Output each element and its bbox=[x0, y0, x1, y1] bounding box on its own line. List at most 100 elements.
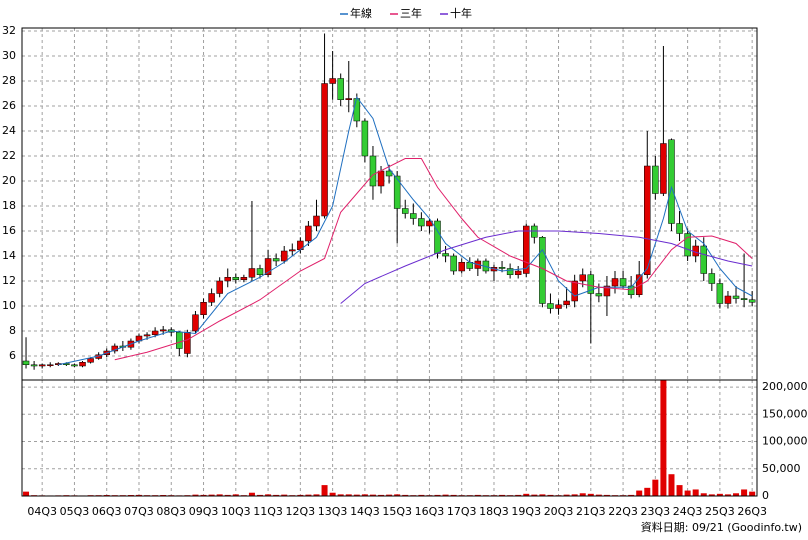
x-tick-label: 10Q3 bbox=[221, 505, 251, 518]
y-tick-label: 20 bbox=[2, 174, 16, 187]
candle-body bbox=[676, 223, 683, 234]
candle-body bbox=[216, 280, 223, 294]
y2-tick-label: 150,000 bbox=[762, 407, 808, 420]
volume-bar bbox=[394, 494, 401, 496]
x-tick-label: 26Q3 bbox=[737, 505, 767, 518]
candle-body bbox=[353, 98, 361, 122]
x-tick-label: 13Q3 bbox=[318, 505, 348, 518]
volume-bar bbox=[563, 494, 570, 496]
candle-body bbox=[603, 285, 611, 297]
x-tick-label: 17Q3 bbox=[447, 505, 477, 518]
candle-body bbox=[71, 364, 78, 367]
candle-body bbox=[684, 233, 691, 257]
x-tick-label: 09Q3 bbox=[189, 505, 219, 518]
volume-bar bbox=[329, 492, 336, 496]
candle-body bbox=[652, 165, 659, 194]
volume-bar bbox=[700, 493, 707, 496]
candle-body bbox=[514, 270, 522, 275]
volume-bar bbox=[386, 494, 393, 496]
candle-body bbox=[531, 225, 538, 238]
volume-bar bbox=[523, 493, 530, 496]
candle-body bbox=[280, 250, 288, 262]
y-tick-label: 32 bbox=[2, 24, 16, 37]
candle-body bbox=[595, 293, 603, 297]
x-tick-label: 08Q3 bbox=[156, 505, 186, 518]
x-tick-label: 07Q3 bbox=[124, 505, 154, 518]
x-tick-label: 23Q3 bbox=[641, 505, 671, 518]
volume-bar bbox=[297, 494, 304, 496]
x-tick-label: 16Q3 bbox=[415, 505, 445, 518]
candle-body bbox=[377, 170, 385, 187]
volume-bar bbox=[369, 494, 376, 496]
y-tick-label: 28 bbox=[2, 74, 16, 87]
candle-body bbox=[184, 332, 191, 354]
legend-label: 年線 bbox=[350, 6, 372, 20]
volume-bar bbox=[724, 494, 731, 496]
y2-tick-label: 50,000 bbox=[762, 462, 801, 475]
volume-bar bbox=[474, 494, 481, 496]
volume-bar bbox=[571, 494, 578, 496]
candle-body bbox=[46, 364, 54, 366]
volume-bar bbox=[660, 380, 667, 496]
volume-bar bbox=[636, 490, 643, 496]
candle-body bbox=[289, 249, 296, 252]
volume-bar bbox=[741, 489, 748, 496]
y-tick-label: 12 bbox=[2, 274, 16, 287]
candle-body bbox=[192, 314, 199, 332]
volume-bar bbox=[692, 489, 699, 496]
candle-body bbox=[587, 274, 595, 294]
candle-body bbox=[385, 170, 393, 177]
candle-body bbox=[87, 358, 94, 363]
volume-bar bbox=[345, 494, 352, 496]
x-tick-label: 22Q3 bbox=[608, 505, 638, 518]
y-tick-label: 10 bbox=[2, 299, 16, 312]
volume-bar bbox=[708, 494, 715, 496]
volume-bar bbox=[337, 494, 344, 496]
candle-body bbox=[329, 78, 336, 84]
volume-bar bbox=[434, 494, 441, 496]
candle-body bbox=[79, 362, 86, 367]
candle-body bbox=[523, 225, 530, 274]
candle-body bbox=[313, 215, 320, 227]
volume-bar bbox=[418, 494, 425, 496]
candle-body bbox=[539, 237, 546, 304]
candle-body bbox=[176, 332, 183, 349]
volume-bar bbox=[676, 485, 683, 496]
volume-bar bbox=[603, 494, 610, 496]
candle-body bbox=[30, 364, 38, 367]
x-tick-label: 12Q3 bbox=[286, 505, 316, 518]
volume-bar bbox=[442, 494, 449, 496]
volume-bar bbox=[208, 494, 215, 496]
candle-body bbox=[563, 300, 570, 305]
ma-line bbox=[340, 230, 753, 304]
volume-bar bbox=[378, 494, 385, 496]
candle-body bbox=[740, 298, 748, 300]
volume-bar bbox=[684, 490, 691, 496]
footnote: 資料日期: 09/21 (Goodinfo.tw) bbox=[641, 520, 802, 534]
candle-body bbox=[224, 277, 231, 282]
x-tick-label: 04Q3 bbox=[27, 505, 57, 518]
candle-body bbox=[256, 268, 264, 275]
volume-bar bbox=[628, 494, 635, 496]
y2-tick-label: 100,000 bbox=[762, 435, 808, 448]
volume-bar bbox=[224, 494, 231, 496]
x-tick-label: 14Q3 bbox=[350, 505, 380, 518]
candle-body bbox=[450, 255, 457, 272]
volume-bar bbox=[547, 494, 554, 496]
candle-body bbox=[232, 277, 240, 280]
volume-bar bbox=[652, 479, 659, 496]
candle-body bbox=[159, 329, 167, 332]
candle-body bbox=[321, 83, 328, 217]
volume-bar bbox=[135, 494, 142, 496]
volume-bar bbox=[265, 494, 272, 496]
candle-body bbox=[458, 262, 465, 272]
candle-body bbox=[716, 283, 724, 304]
candle-body bbox=[305, 225, 312, 242]
volume-bar bbox=[273, 494, 280, 496]
x-tick-label: 15Q3 bbox=[382, 505, 412, 518]
candle-body bbox=[361, 120, 369, 157]
volume-bar bbox=[539, 494, 546, 496]
candle-body bbox=[571, 280, 578, 302]
volume-bar bbox=[595, 494, 602, 496]
candle-body bbox=[401, 208, 409, 214]
